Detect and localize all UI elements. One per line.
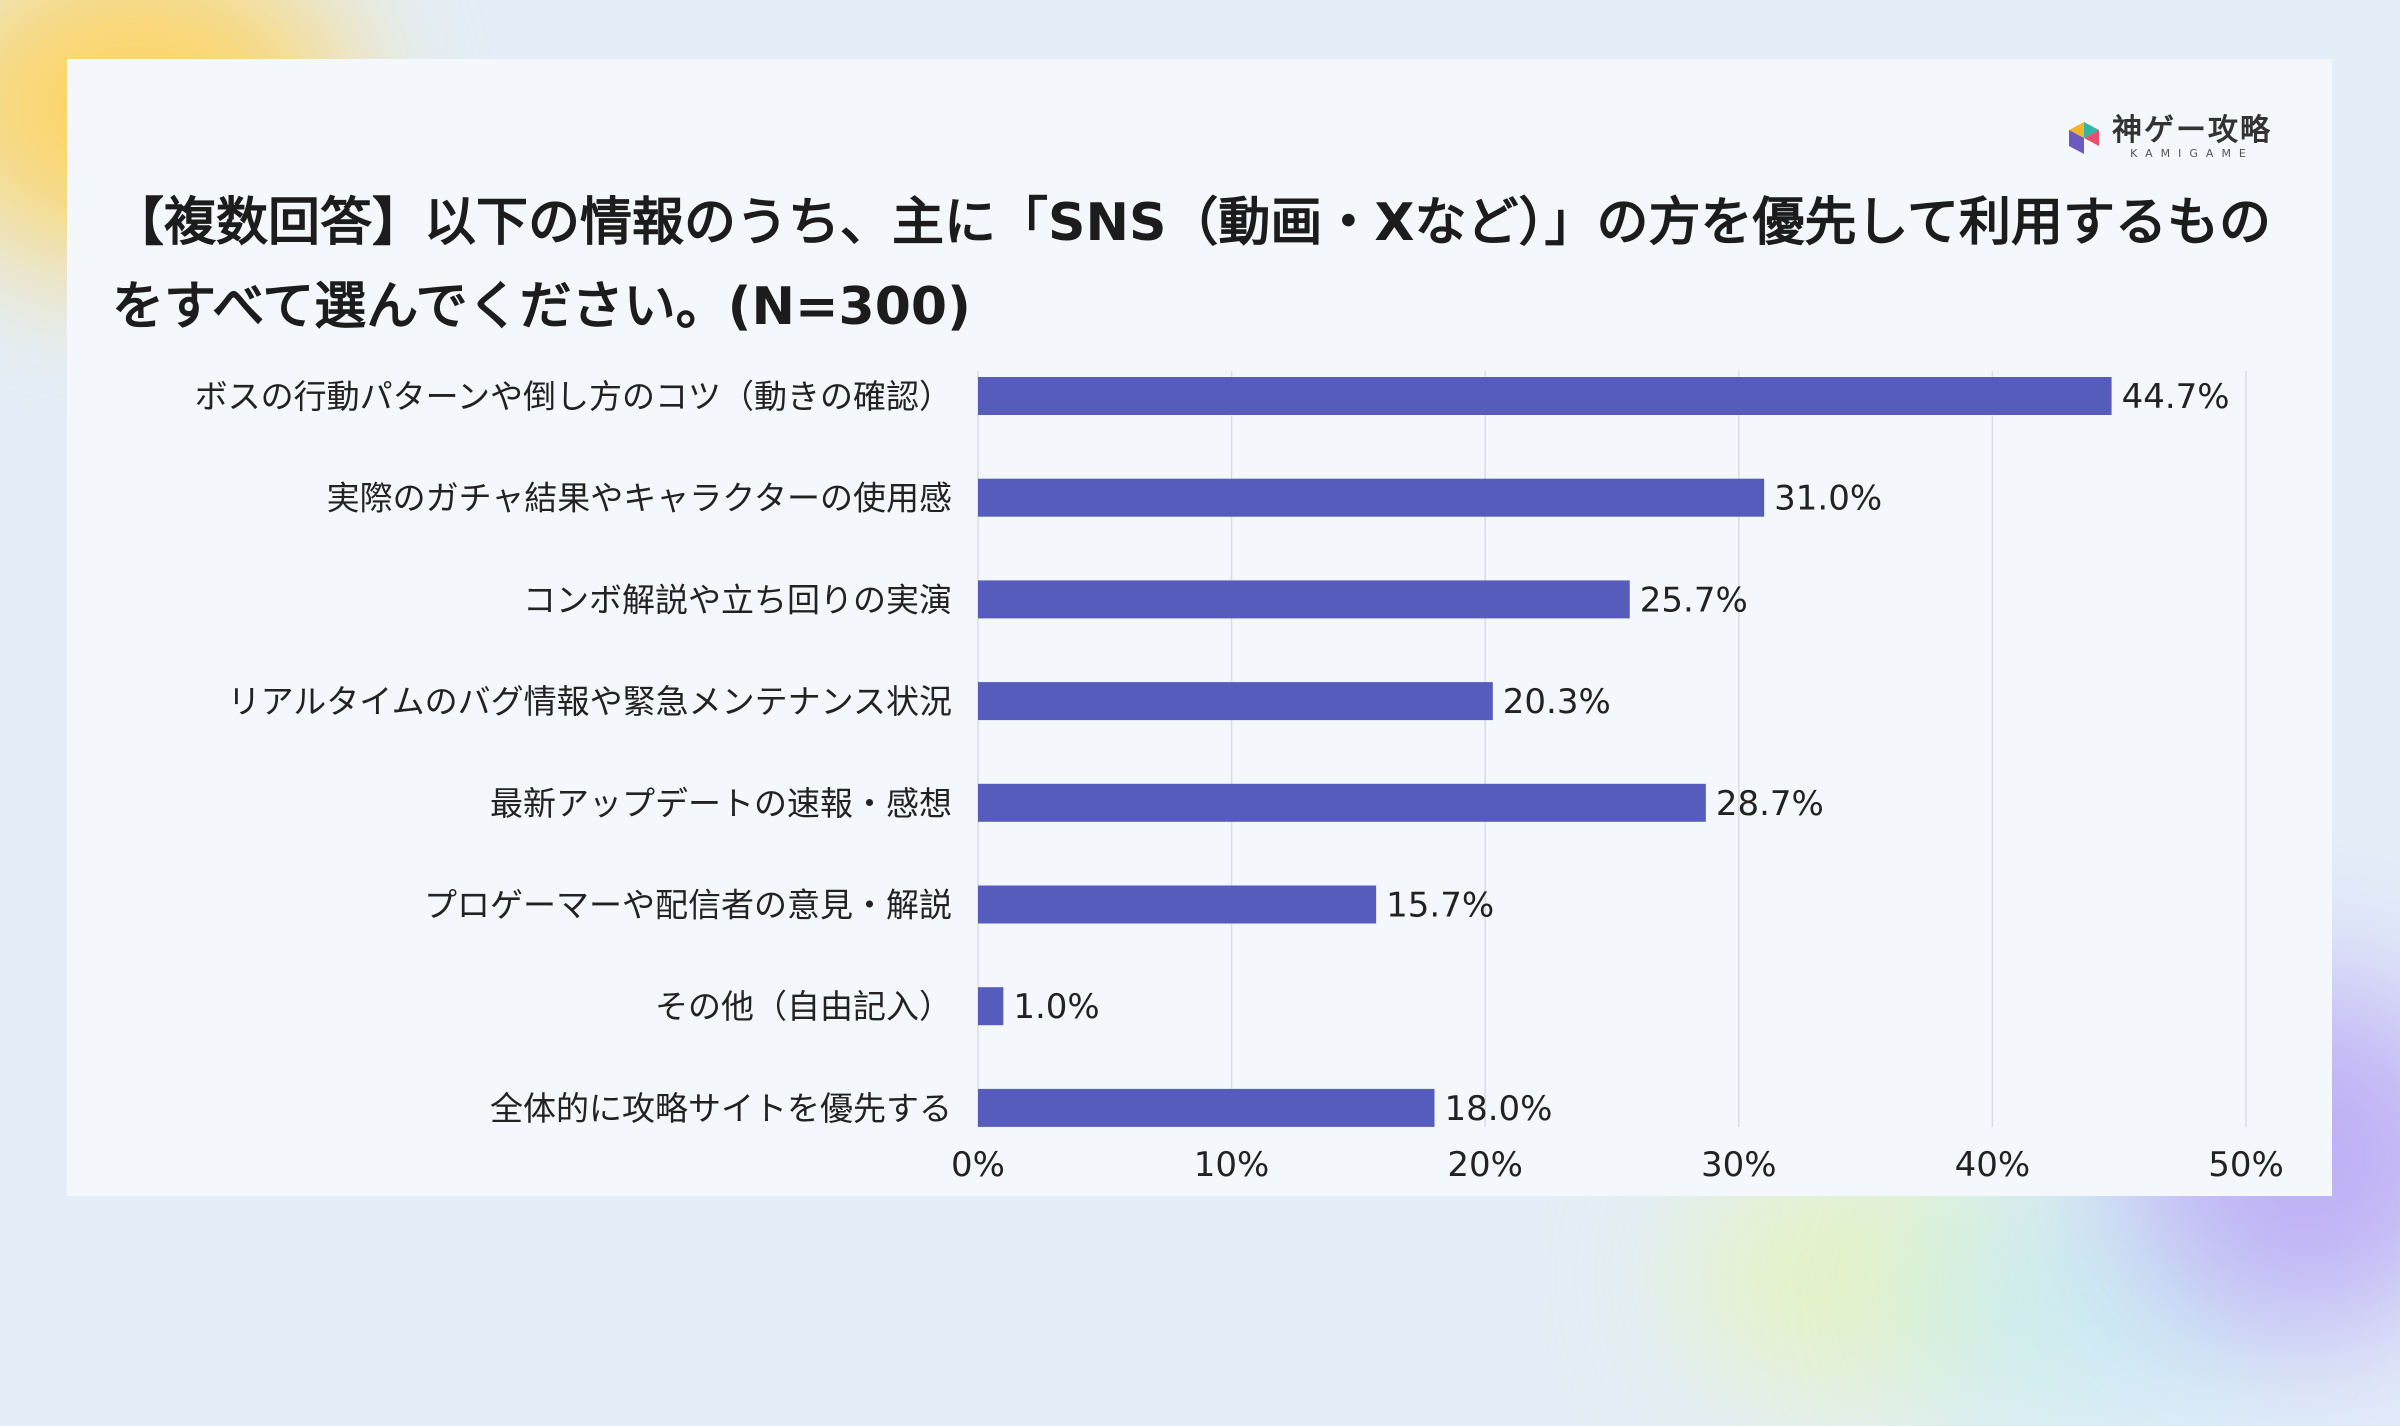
kamigame-logo-icon	[2069, 122, 2099, 154]
category-label: 最新アップデートの速報・感想	[490, 784, 952, 823]
bar-chart: 0% 10% 20% 30% 40% 50% 44.7% ボスの行動パターンや倒し方のコツ（動…	[195, 371, 2284, 1185]
chart-title: 【複数回答】以下の情報のうち、主に「SNS（動画・Xなど）」の方を優先して利用す…	[112, 193, 2271, 337]
bars	[978, 377, 2112, 1127]
brand-name: 神ゲー攻略	[2112, 113, 2272, 148]
brand-logo[interactable]: 神ゲー攻略 KAMIGAME	[2066, 115, 2272, 161]
bar	[978, 478, 1765, 517]
category-label: コンボ解説や立ち回りの実演	[523, 580, 952, 619]
category-label: その他（自由記入）	[655, 987, 952, 1026]
logo-segment-pink	[2084, 130, 2099, 146]
value-label: 44.7%	[2122, 377, 2230, 417]
logo-segment-teal	[2084, 122, 2099, 138]
category-label: ボスの行動パターンや倒し方のコツ（動きの確認）	[195, 377, 952, 416]
value-label: 31.0%	[1774, 479, 1882, 519]
x-tick-label: 0%	[951, 1145, 1005, 1185]
bar	[978, 987, 1004, 1026]
brand-sub: KAMIGAME	[2130, 147, 2254, 160]
category-label: 実際のガチャ結果やキャラクターの使用感	[327, 479, 952, 518]
labels: 0% 10% 20% 30% 40% 50% 44.7% ボスの行動パターンや倒し方のコツ（動…	[195, 377, 2284, 1185]
value-label: 20.3%	[1503, 682, 1611, 722]
bar	[978, 682, 1493, 721]
bar	[978, 1088, 1435, 1127]
value-label: 18.0%	[1444, 1089, 1552, 1129]
x-tick-label: 10%	[1194, 1145, 1270, 1185]
bar	[978, 783, 1706, 822]
value-label: 1.0%	[1013, 987, 1099, 1027]
category-label: 全体的に攻略サイトを優先する	[490, 1089, 952, 1128]
bar	[978, 377, 2112, 415]
x-tick-label: 50%	[2208, 1145, 2284, 1185]
value-label: 15.7%	[1386, 886, 1494, 926]
category-label: プロゲーマーや配信者の意見・解説	[424, 886, 952, 925]
logo-segment-yellow	[2069, 122, 2084, 138]
value-label: 25.7%	[1640, 580, 1748, 620]
bar	[978, 885, 1377, 924]
x-tick-label: 20%	[1447, 1145, 1523, 1185]
value-label: 28.7%	[1716, 784, 1824, 824]
logo-segment-purple	[2069, 130, 2084, 154]
x-tick-label: 30%	[1701, 1145, 1777, 1185]
chart-card: 神ゲー攻略 KAMIGAME 【複数回答】以下の情報のうち、主に「SNS（動画・…	[67, 59, 2332, 1196]
category-label: リアルタイムのバグ情報や緊急メンテナンス状況	[228, 682, 952, 721]
bar	[978, 580, 1630, 619]
x-tick-label: 40%	[1955, 1145, 2031, 1185]
